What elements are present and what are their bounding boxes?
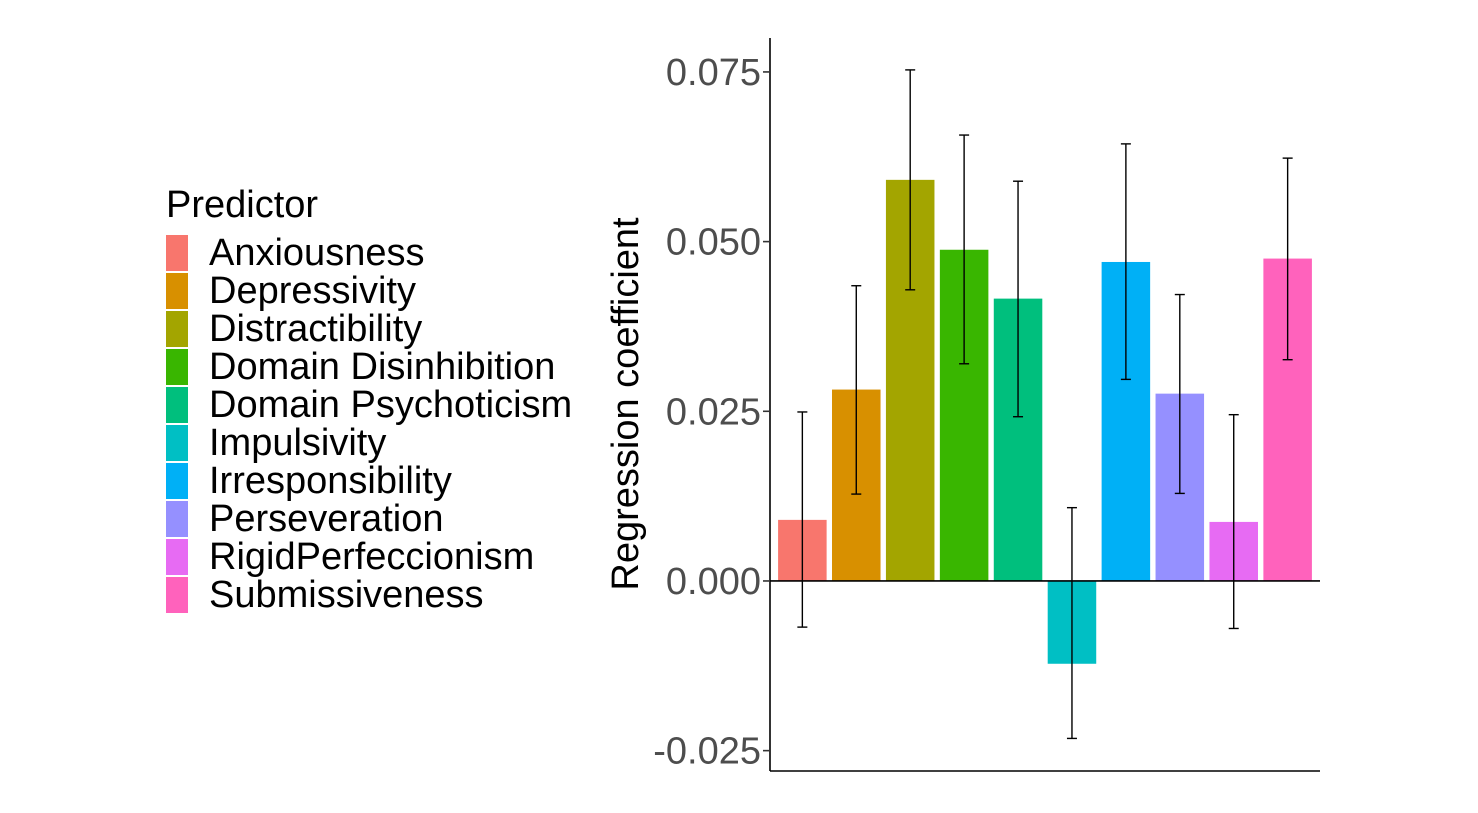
legend-label: Perseveration — [209, 498, 444, 540]
legend-label: Domain Disinhibition — [209, 346, 556, 388]
legend-label: Domain Psychoticism — [209, 384, 573, 426]
legend-color-key — [166, 425, 188, 461]
legend-label: Submissiveness — [209, 574, 484, 616]
legend-label: RigidPerfeccionism — [209, 536, 535, 578]
plot-area: -0.025 0.000 0.025 0.050 0.075 — [653, 38, 1320, 773]
legend-item: Domain Psychoticism — [166, 386, 572, 424]
error-bar — [1120, 143, 1131, 381]
legend-item: Domain Disinhibition — [166, 348, 572, 386]
legend-item: RigidPerfeccionism — [166, 538, 572, 576]
legend-color-key — [166, 577, 188, 613]
legend-item: Perseveration — [166, 500, 572, 538]
legend-label: Irresponsibility — [209, 460, 452, 502]
y-tick-label: 0.000 — [666, 561, 761, 603]
y-tick-label: 0.075 — [666, 52, 761, 94]
legend-label: Impulsivity — [209, 422, 387, 464]
error-bar — [905, 69, 916, 291]
legend-item: Submissiveness — [166, 576, 572, 614]
legend-item: Anxiousness — [166, 234, 572, 272]
legend-color-key — [166, 349, 188, 385]
legend-color-key — [166, 463, 188, 499]
legend-item: Depressivity — [166, 272, 572, 310]
legend-color-key — [166, 311, 188, 347]
legend-label: Depressivity — [209, 270, 416, 312]
legend-item: Irresponsibility — [166, 462, 572, 500]
legend-color-key — [166, 501, 188, 537]
legend-label: Anxiousness — [209, 232, 425, 274]
legend: Predictor Anxiousness Depressivity Distrac… — [166, 182, 572, 614]
legend-title: Predictor — [166, 184, 319, 226]
error-bar — [851, 285, 862, 495]
error-bar — [797, 411, 808, 628]
error-bar — [1013, 180, 1024, 418]
y-tick-label: 0.025 — [666, 391, 761, 433]
error-bar — [959, 134, 970, 365]
legend-label: Distractibility — [209, 308, 423, 350]
y-axis-title: Regression coefficient — [605, 217, 647, 591]
legend-color-key — [166, 539, 188, 575]
legend-item: Impulsivity — [166, 424, 572, 462]
legend-color-key — [166, 387, 188, 423]
y-tick-label: -0.025 — [653, 731, 761, 773]
legend-color-key — [166, 273, 188, 309]
error-bar — [1282, 157, 1293, 361]
error-bar — [1174, 293, 1185, 495]
error-bar — [1066, 506, 1077, 740]
y-tick-label: 0.050 — [666, 222, 761, 264]
legend-color-key — [166, 235, 188, 271]
legend-items: Anxiousness Depressivity Distractibility Do… — [166, 234, 572, 614]
error-bar — [1228, 413, 1239, 630]
legend-item: Distractibility — [166, 310, 572, 348]
